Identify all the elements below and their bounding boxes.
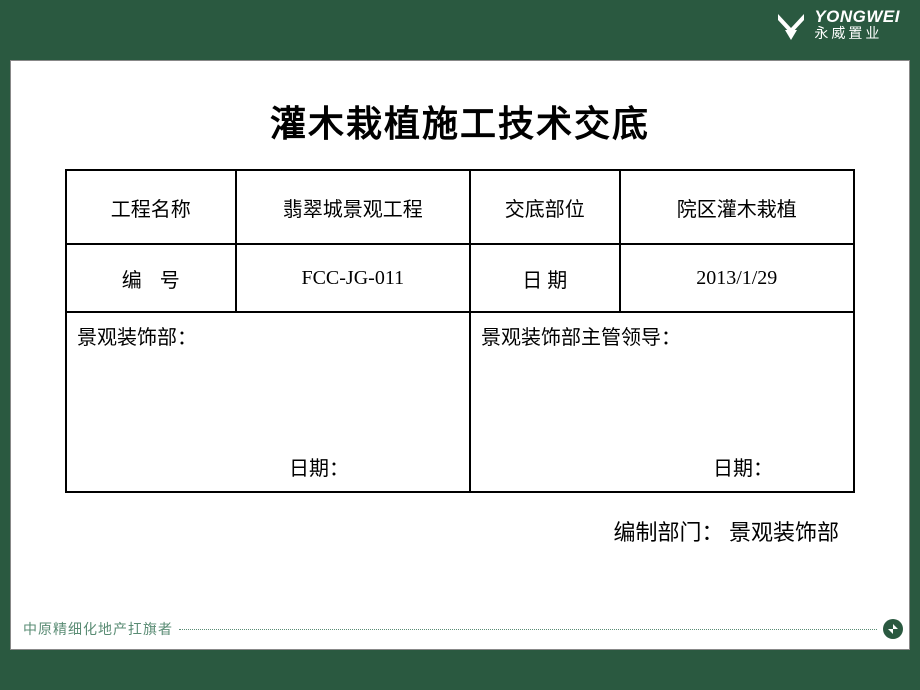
dept-line: 编制部门： 景观装饰部 — [11, 515, 839, 547]
value-project-name: 翡翠城景观工程 — [236, 170, 470, 244]
brand-en: YONGWEI — [814, 8, 900, 27]
table-row: 工程名称 翡翠城景观工程 交底部位 院区灌木栽植 — [66, 170, 854, 244]
sig-right-date-label: 日期： — [713, 452, 773, 481]
dept-label: 编制部门： — [613, 520, 723, 545]
doc-title: 灌木栽植施工技术交底 — [11, 95, 909, 147]
footer-text: 中原精细化地产扛旗者 — [23, 619, 173, 639]
label-section: 交底部位 — [470, 170, 620, 244]
table-row: 景观装饰部： 日期： 景观装饰部主管领导： 日期： — [66, 312, 854, 492]
header-bar: YONGWEI 永威置业 — [0, 0, 920, 60]
logo-icon — [774, 8, 808, 42]
dept-value: 景观装饰部 — [729, 520, 839, 545]
slide-body: 灌木栽植施工技术交底 工程名称 翡翠城景观工程 交底部位 院区灌木栽植 编号 F… — [10, 60, 910, 650]
logo-text: YONGWEI 永威置业 — [814, 8, 900, 42]
label-date: 日 期 — [470, 244, 620, 312]
sig-left-label: 景观装饰部： — [77, 327, 197, 349]
footer-badge-icon — [883, 619, 903, 639]
table-row: 编号 FCC-JG-011 日 期 2013/1/29 — [66, 244, 854, 312]
signature-right-cell: 景观装饰部主管领导： 日期： — [470, 312, 854, 492]
label-number: 编号 — [104, 270, 198, 292]
label-project-name: 工程名称 — [66, 170, 236, 244]
value-section: 院区灌木栽植 — [620, 170, 855, 244]
footer-divider — [179, 629, 877, 630]
sig-right-label: 景观装饰部主管领导： — [481, 327, 681, 349]
value-number: FCC-JG-011 — [236, 244, 470, 312]
signature-left-cell: 景观装饰部： 日期： — [66, 312, 470, 492]
brand-logo: YONGWEI 永威置业 — [774, 8, 900, 42]
value-date: 2013/1/29 — [620, 244, 855, 312]
sig-left-date-label: 日期： — [289, 452, 349, 481]
info-table: 工程名称 翡翠城景观工程 交底部位 院区灌木栽植 编号 FCC-JG-011 日… — [65, 169, 855, 493]
footer: 中原精细化地产扛旗者 — [23, 619, 903, 639]
brand-cn: 永威置业 — [814, 27, 900, 42]
